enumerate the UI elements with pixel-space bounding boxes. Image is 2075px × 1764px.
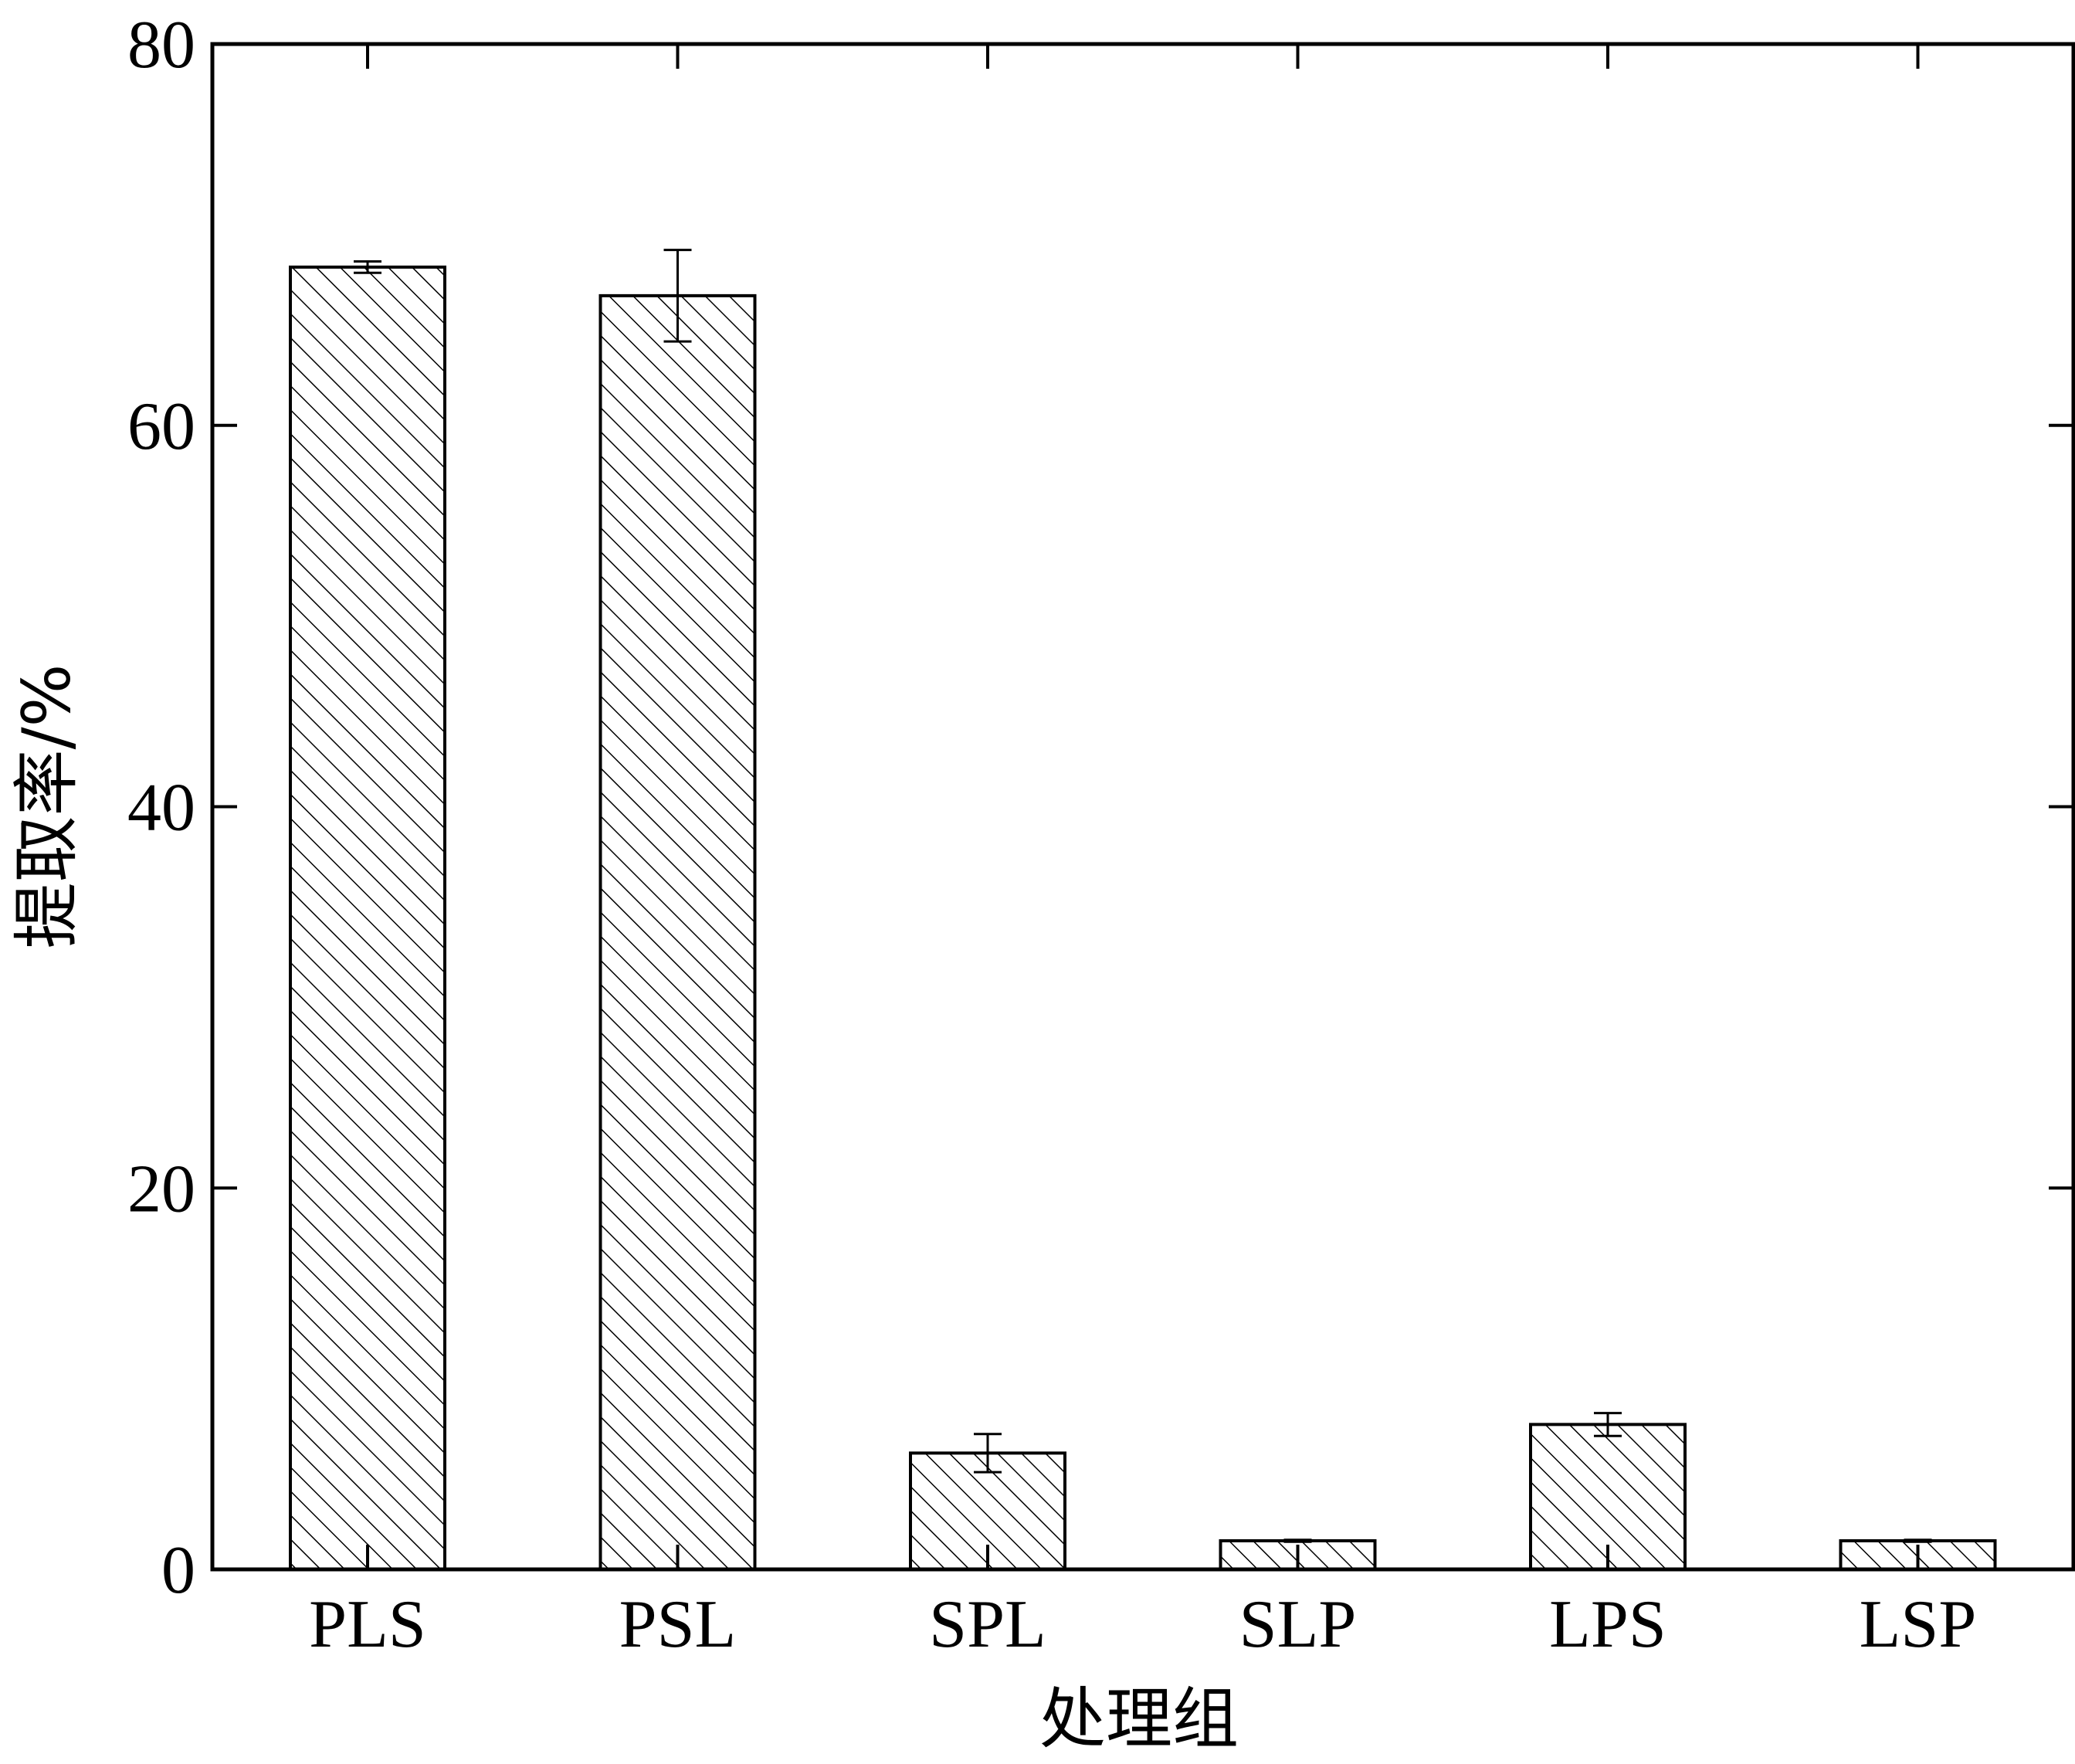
y-tick-label: 20 [127,1152,195,1226]
x-tick-label-SPL: SPL [929,1587,1046,1662]
x-axis-title: 处理组 [1039,1681,1239,1758]
bar-PLS [289,265,446,1571]
error-bars-layer [354,249,1932,1543]
x-tick-label-LPS: LPS [1549,1587,1666,1662]
x-tick-label-PLS: PLS [309,1587,426,1662]
y-tick-label: 0 [161,1533,195,1608]
y-tick-label: 40 [127,771,195,846]
x-tick-label-LSP: LSP [1860,1587,1977,1662]
error-bar-LPS [1594,1412,1622,1437]
error-bar-PLS [354,260,381,274]
y-tick-labels: 0 20 40 60 80 [127,8,195,1608]
y-tick-label: 80 [127,8,195,83]
x-tick-label-SLP: SLP [1239,1587,1357,1662]
plot-frame [210,42,2075,1572]
y-axis-title: 提取率/% [8,664,86,949]
y-tick-label: 60 [127,389,195,464]
bars-layer [289,265,1997,1571]
ticks-layer [212,42,2073,1571]
error-bar-SLP [1283,1538,1312,1543]
error-bar-PSL [663,249,692,343]
bar-PSL [598,293,757,1571]
x-tick-labels: PLS PSL SPL SLP LPS LSP [309,1587,1976,1662]
x-tick-label-PSL: PSL [619,1587,737,1662]
error-bar-SPL [974,1433,1002,1474]
error-bar-LSP [1904,1538,1932,1543]
